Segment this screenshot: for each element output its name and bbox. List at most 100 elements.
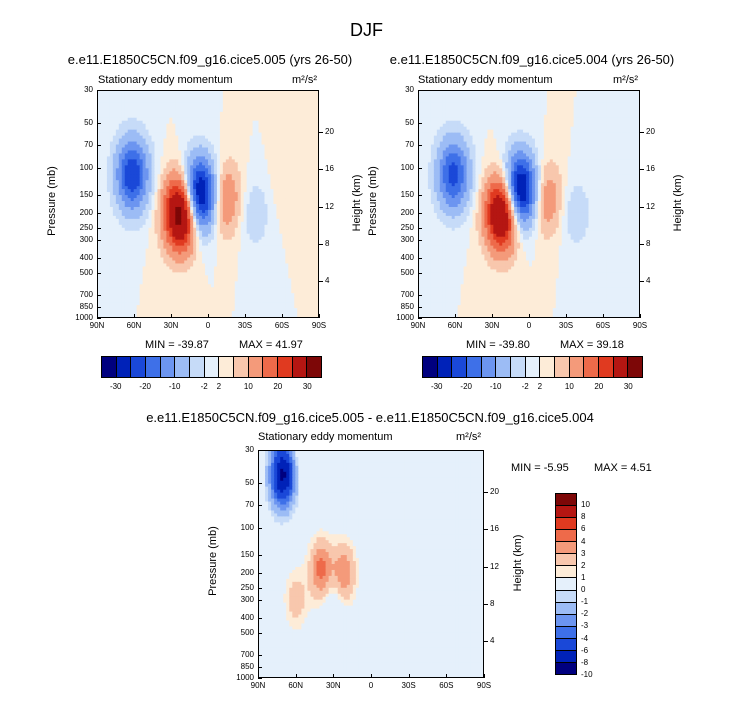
field-cell [178,248,182,253]
field-cell [172,192,176,196]
field-cell [264,114,269,119]
field-cell [127,239,132,244]
field-cell [157,257,162,262]
field-cell [285,114,289,119]
field-cell [276,242,280,247]
field-cell [175,254,179,259]
field-cell [169,272,173,276]
field-cell [303,108,307,113]
field-cell [267,266,272,271]
field-cell [282,168,286,172]
field-cell [190,108,194,113]
field-cell [219,227,224,232]
field-cell [309,201,313,205]
field-cell [202,245,206,250]
field-cell [258,230,263,235]
field-cell [106,290,111,294]
field-cell [252,159,257,163]
field-cell [172,93,176,98]
field-cell [127,159,132,163]
field-cell [145,230,150,235]
field-cell [216,189,221,193]
field-cell [109,132,114,137]
field-cell [199,239,203,244]
field-cell [112,272,117,276]
field-cell [103,126,108,131]
field-cell [112,168,117,172]
field-cell [172,123,176,128]
field-cell [279,99,283,104]
field-cell [187,180,191,184]
field-cell [127,165,132,169]
field-cell [300,242,304,247]
field-cell [121,91,126,95]
field-cell [291,165,295,169]
field-cell [210,162,215,166]
field-cell [187,266,191,271]
field-cell [237,245,242,250]
field-cell [216,204,221,208]
field-cell [208,135,212,140]
field-cell [219,230,224,235]
field-cell [112,138,117,143]
field-cell [213,218,218,223]
field-cell [106,284,111,288]
field-cell [228,230,233,235]
field-cell [315,281,318,285]
field-cell [133,272,138,276]
field-cell [252,153,257,158]
field-cell [300,227,304,232]
field-cell [267,114,272,119]
field-cell [145,245,150,250]
field-cell [103,278,108,282]
field-cell [270,165,274,169]
field-cell [175,159,179,163]
field-cell [205,108,209,113]
field-cell [243,233,248,238]
field-cell [258,147,263,152]
field-cell [243,153,248,158]
field-cell [109,230,114,235]
field-cell [237,156,242,160]
field-cell [294,251,298,256]
field-cell [166,221,170,226]
field-cell [255,260,260,265]
field-cell [258,156,263,160]
field-cell [234,153,239,158]
field-cell [196,135,200,140]
field-cell [133,171,138,175]
field-cell [181,281,185,285]
field-cell [130,212,135,217]
field-cell [121,233,126,238]
field-cell [279,129,283,134]
field-cell [210,165,215,169]
field-cell [294,144,298,149]
field-cell [157,233,162,238]
field-cell [202,177,206,181]
field-cell [210,215,215,220]
field-cell [115,129,120,134]
field-cell [98,248,102,253]
field-cell [175,278,179,282]
field-cell [255,236,260,241]
field-cell [282,156,286,160]
field-cell [249,204,254,208]
field-cell [237,251,242,256]
field-cell [163,233,167,238]
field-cell [306,183,310,187]
field-cell [124,263,129,268]
field-cell [166,114,170,119]
field-cell [252,230,257,235]
field-cell [139,278,144,282]
field-cell [100,120,105,125]
field-cell [121,201,126,205]
field-cell [181,153,185,158]
field-cell [252,150,257,155]
field-cell [225,144,230,149]
field-cell [139,195,144,199]
field-cell [309,251,313,256]
field-cell [130,129,135,134]
field-cell [258,189,263,193]
field-cell [306,171,310,175]
field-cell [213,204,218,208]
